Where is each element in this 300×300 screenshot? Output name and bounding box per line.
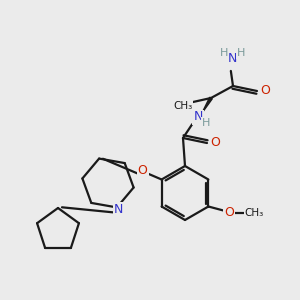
Text: O: O <box>224 206 234 219</box>
Text: O: O <box>210 136 220 149</box>
Text: H: H <box>220 48 228 58</box>
Text: N: N <box>193 110 203 124</box>
Text: N: N <box>114 203 124 216</box>
Text: CH₃: CH₃ <box>173 101 193 111</box>
Text: N: N <box>227 52 237 65</box>
Text: O: O <box>138 164 148 177</box>
Polygon shape <box>202 97 212 113</box>
Text: CH₃: CH₃ <box>245 208 264 218</box>
Text: H: H <box>202 118 210 128</box>
Text: H: H <box>237 48 245 58</box>
Text: O: O <box>260 85 270 98</box>
